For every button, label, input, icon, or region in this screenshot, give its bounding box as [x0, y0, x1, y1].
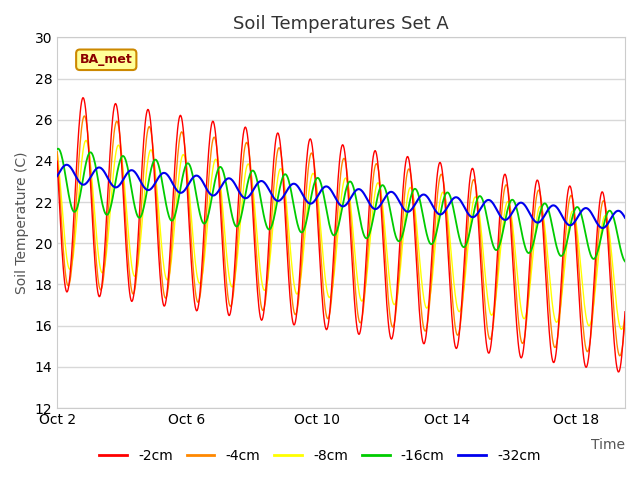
Legend: -2cm, -4cm, -8cm, -16cm, -32cm: -2cm, -4cm, -8cm, -16cm, -32cm [93, 443, 547, 468]
Text: Time: Time [591, 438, 625, 452]
Y-axis label: Soil Temperature (C): Soil Temperature (C) [15, 151, 29, 294]
Text: BA_met: BA_met [80, 53, 132, 66]
Title: Soil Temperatures Set A: Soil Temperatures Set A [233, 15, 449, 33]
